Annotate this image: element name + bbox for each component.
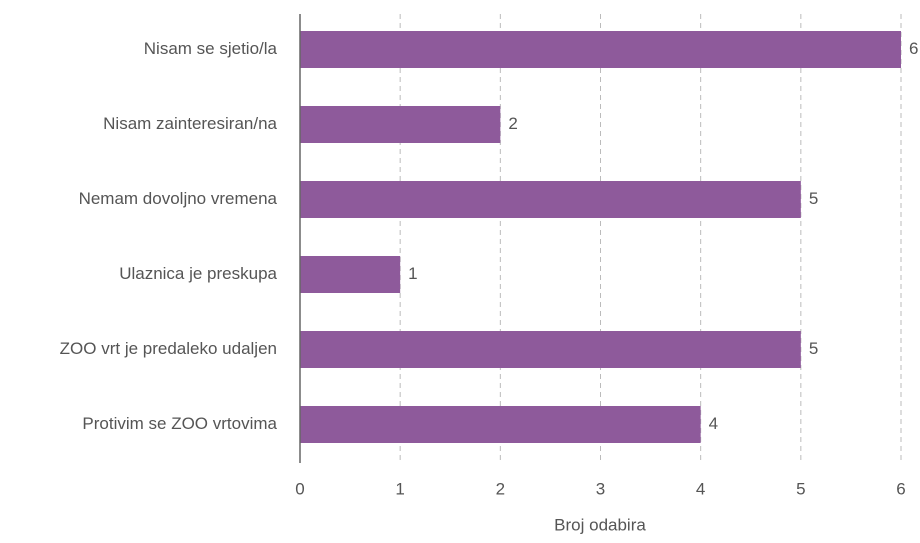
x-tick-label: 5 <box>796 479 805 498</box>
x-tick-label: 4 <box>696 479 705 498</box>
value-label: 4 <box>709 414 718 433</box>
x-tick-label: 2 <box>496 479 505 498</box>
bar <box>300 106 501 143</box>
bar <box>300 31 901 68</box>
x-tick-label: 0 <box>295 479 304 498</box>
x-tick-label: 3 <box>596 479 605 498</box>
y-tick-label: Nemam dovoljno vremena <box>79 189 278 208</box>
bar <box>300 256 401 293</box>
x-tick-label: 1 <box>395 479 404 498</box>
bar <box>300 406 701 443</box>
value-label: 2 <box>508 114 517 133</box>
value-label: 1 <box>408 264 417 283</box>
bar <box>300 331 801 368</box>
value-label: 5 <box>809 189 818 208</box>
value-label: 6 <box>909 39 918 58</box>
x-axis-title: Broj odabira <box>554 515 646 534</box>
y-tick-label: ZOO vrt je predaleko udaljen <box>60 339 277 358</box>
y-tick-label: Ulaznica je preskupa <box>119 264 277 283</box>
y-tick-label: Protivim se ZOO vrtovima <box>82 414 277 433</box>
x-tick-label: 6 <box>896 479 905 498</box>
bar <box>300 181 801 218</box>
y-tick-label: Nisam se sjetio/la <box>144 39 278 58</box>
y-tick-label: Nisam zainteresiran/na <box>103 114 277 133</box>
value-label: 5 <box>809 339 818 358</box>
